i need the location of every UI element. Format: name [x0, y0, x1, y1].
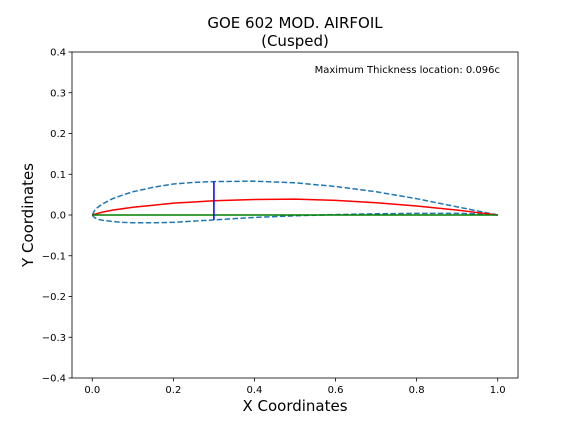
x-tick-label: 0.2	[165, 385, 181, 396]
chart-subtitle: (Cusped)	[261, 32, 329, 50]
x-tick-label: 0.0	[84, 385, 100, 396]
y-tick-label: −0.1	[42, 251, 66, 262]
y-tick-label: −0.3	[42, 333, 66, 344]
y-tick-label: 0.4	[50, 48, 66, 59]
x-tick-label: 0.8	[409, 385, 425, 396]
x-axis-label: X Coordinates	[242, 397, 347, 415]
x-tick-label: 0.6	[328, 385, 344, 396]
y-tick-label: 0.2	[50, 129, 66, 140]
x-tick-label: 1.0	[490, 385, 506, 396]
max-thickness-annotation: Maximum Thickness location: 0.096c	[315, 65, 500, 76]
series-layer	[91, 180, 498, 224]
y-tick-label: 0.0	[50, 211, 66, 222]
y-tick-label: 0.1	[50, 170, 66, 181]
series-line-0	[91, 180, 498, 216]
series-line-1	[91, 212, 498, 224]
y-tick-label: −0.2	[42, 292, 66, 303]
x-tick-label: 0.4	[247, 385, 263, 396]
plot-area	[71, 51, 519, 379]
series-line-2	[92, 198, 498, 216]
y-tick-label: 0.3	[50, 88, 66, 99]
y-axis-ticks: −0.4 −0.3 −0.2 −0.1 0.0 0.1 0.2 0.3 0.4	[42, 48, 72, 385]
y-axis-label: Y Coordinates	[19, 163, 37, 268]
chart-title: GOE 602 MOD. AIRFOIL	[207, 14, 383, 32]
x-axis-ticks: 0.0 0.2 0.4 0.6 0.8 1.0	[84, 378, 506, 396]
y-tick-label: −0.4	[42, 374, 66, 385]
